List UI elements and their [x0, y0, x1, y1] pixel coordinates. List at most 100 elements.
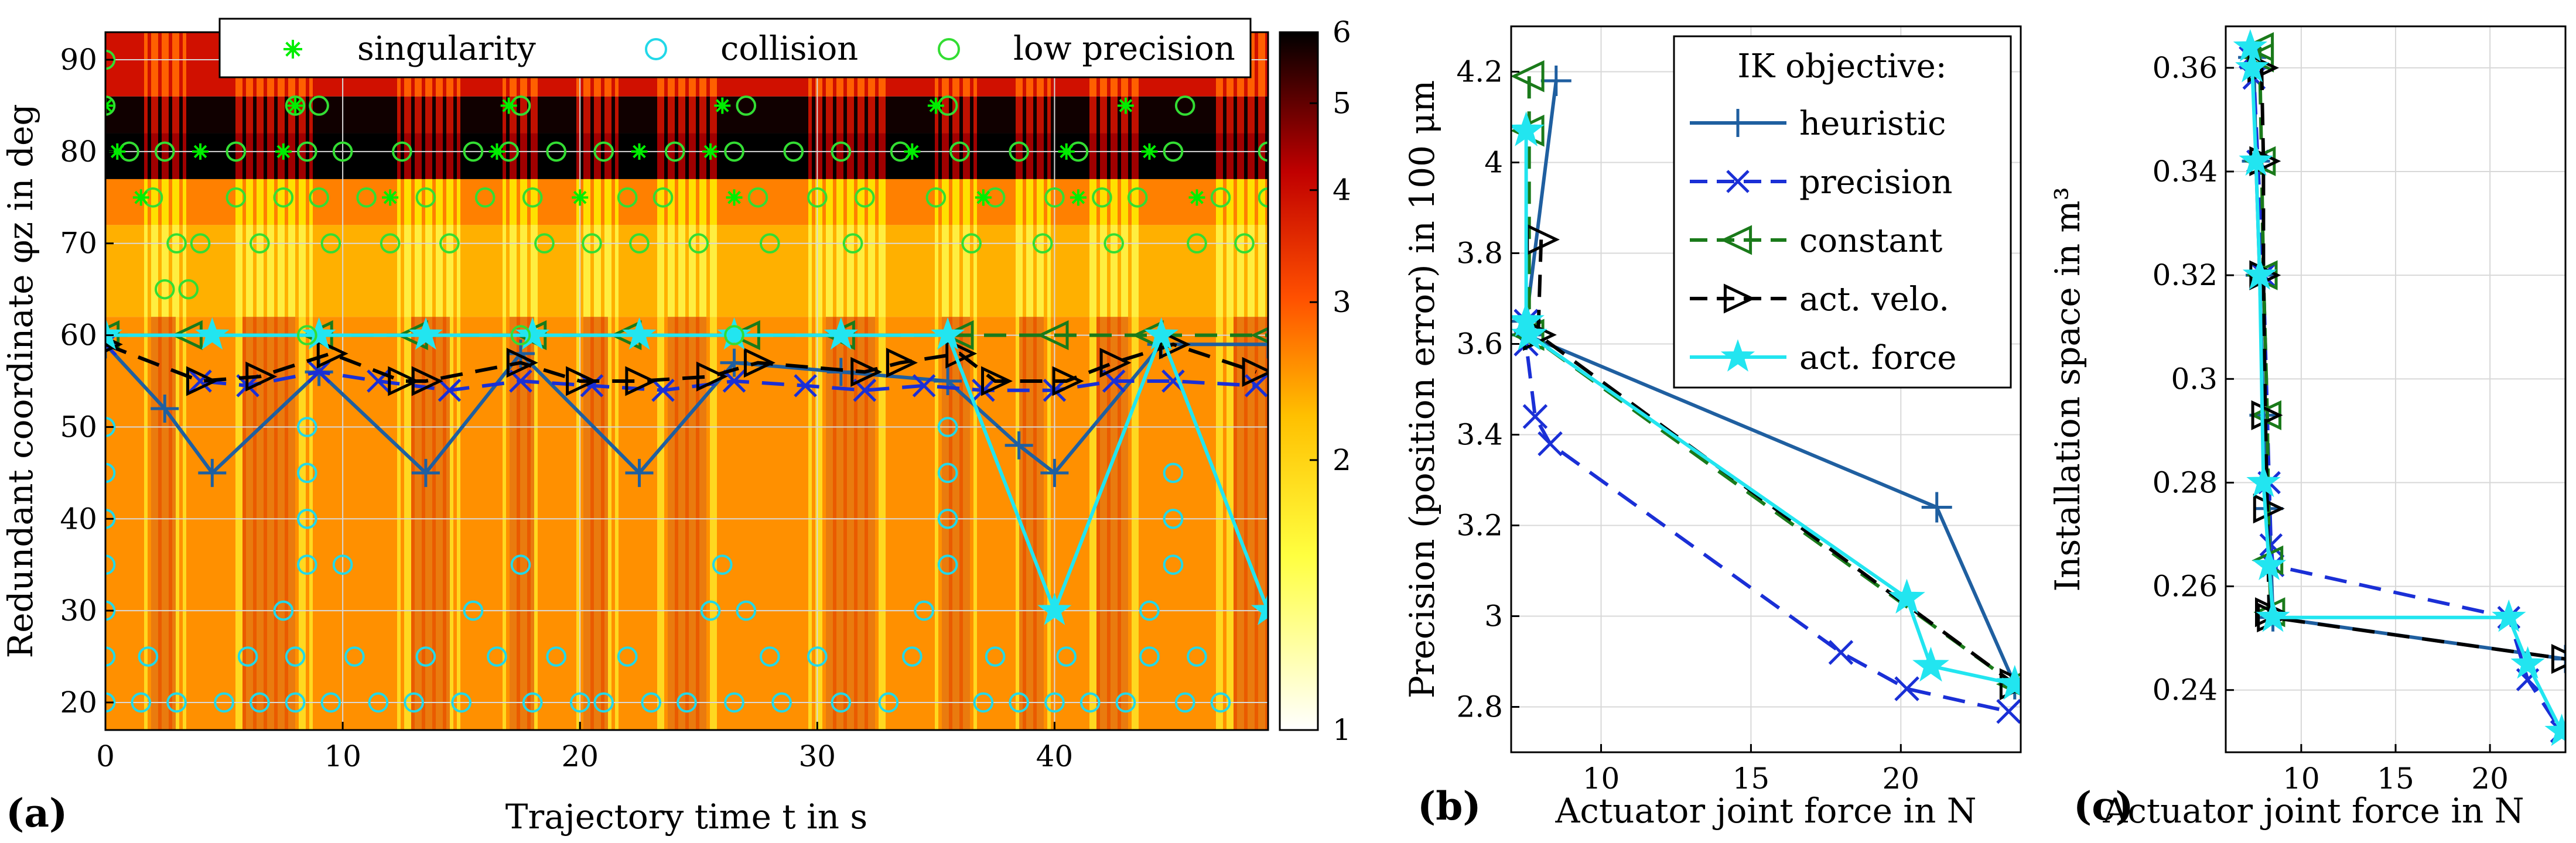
heat-cell	[1226, 96, 1230, 133]
heat-cell	[1191, 317, 1195, 730]
heat-cell	[640, 317, 643, 730]
heat-cell	[566, 179, 569, 225]
collision-marker	[105, 692, 116, 713]
data-point	[1037, 320, 1069, 351]
heat-cell	[1237, 133, 1241, 179]
heat-cell	[1051, 133, 1054, 179]
heat-cell	[541, 179, 545, 225]
heat-cell	[119, 317, 123, 730]
heat-cell	[232, 133, 235, 179]
heat-cell	[439, 133, 443, 179]
heat-cell	[801, 179, 805, 225]
heat-cell	[952, 179, 956, 225]
heat-cell	[1096, 179, 1100, 225]
heat-cell	[857, 96, 861, 133]
heat-cell	[527, 179, 531, 225]
heat-cell	[819, 133, 822, 179]
heat-cell	[358, 133, 362, 179]
heat-cell	[689, 133, 692, 179]
heat-cell	[1033, 225, 1037, 317]
heat-cell	[766, 317, 770, 730]
heat-cell	[559, 179, 562, 225]
collision-marker	[759, 646, 780, 667]
heat-cell	[471, 179, 474, 225]
heat-cell	[432, 133, 436, 179]
heat-cell	[112, 225, 116, 317]
data-point	[2492, 599, 2526, 632]
heat-cell	[299, 96, 302, 133]
heat-cell	[643, 317, 647, 730]
heat-cell	[1181, 179, 1184, 225]
heat-cell	[446, 225, 450, 317]
heat-cell	[633, 225, 636, 317]
heat-cell	[148, 225, 151, 317]
heat-cell	[274, 225, 278, 317]
heat-cell	[801, 317, 805, 730]
heat-cell	[1079, 317, 1082, 730]
heat-cell	[675, 179, 678, 225]
heat-cell	[1030, 96, 1033, 133]
low-precision-marker	[105, 95, 116, 116]
heat-cell	[474, 133, 478, 179]
heat-cell	[119, 179, 123, 225]
heat-cell	[1054, 179, 1058, 225]
x-tick-label: 15	[1733, 762, 1770, 796]
heat-cell	[640, 179, 643, 225]
legend: IK objective: heuristicprecisionconstant…	[1673, 35, 2012, 389]
heat-cell	[295, 317, 299, 730]
heat-cell	[127, 32, 130, 97]
heat-cell	[988, 317, 991, 730]
heat-cell	[587, 179, 590, 225]
heat-cell	[636, 133, 640, 179]
heat-cell	[826, 317, 829, 730]
heat-cell	[1096, 225, 1100, 317]
heat-cell	[678, 133, 682, 179]
heat-cell	[109, 96, 112, 133]
heat-cell	[963, 225, 966, 317]
heat-cell	[1265, 225, 1268, 317]
heat-cell	[900, 96, 903, 133]
collision-marker	[736, 600, 757, 621]
x-tick-label: 40	[1036, 739, 1074, 773]
heat-cell	[559, 96, 562, 133]
data-point	[515, 317, 550, 350]
heat-cell	[889, 317, 893, 730]
heat-cell	[952, 133, 956, 179]
data-point	[105, 333, 117, 357]
data-point	[622, 317, 657, 350]
singularity-marker	[382, 189, 399, 206]
heat-cell	[756, 133, 759, 179]
heat-cell	[116, 317, 119, 730]
heat-cell	[759, 225, 763, 317]
heat-cell	[320, 317, 323, 730]
heat-cell	[1125, 317, 1128, 730]
collision-marker	[368, 692, 389, 713]
heat-cell	[734, 133, 738, 179]
heat-cell	[450, 179, 453, 225]
heat-cell	[239, 225, 242, 317]
heat-cell	[1181, 317, 1184, 730]
heat-cell	[615, 133, 619, 179]
collision-marker	[166, 692, 187, 713]
heat-cell	[281, 317, 285, 730]
heat-cell	[861, 133, 865, 179]
heat-cell	[622, 317, 626, 730]
legend-label: act. force	[1799, 339, 1957, 377]
heat-cell	[323, 96, 327, 133]
heat-cell	[1255, 317, 1258, 730]
collision-marker	[105, 646, 116, 667]
heat-cell	[942, 225, 945, 317]
data-point	[1888, 578, 1925, 614]
heat-cell	[387, 317, 390, 730]
heat-cell	[661, 225, 664, 317]
heat-cell	[889, 179, 893, 225]
heat-cell	[376, 225, 380, 317]
heat-cell	[587, 225, 590, 317]
heat-cell	[158, 96, 162, 133]
heat-cell	[963, 179, 966, 225]
heat-cell	[362, 179, 365, 225]
heat-cell	[650, 133, 654, 179]
heat-cell	[225, 225, 228, 317]
heat-cell	[527, 225, 531, 317]
heat-cell	[309, 133, 313, 179]
